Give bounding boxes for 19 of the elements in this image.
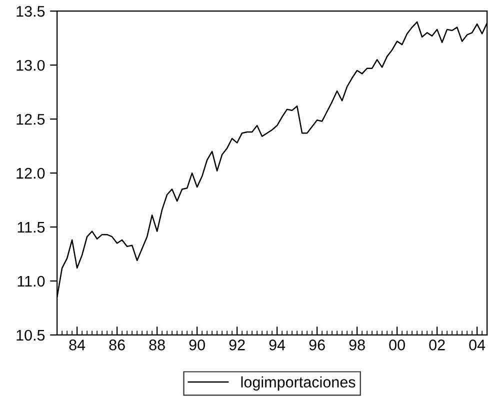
y-tick-label: 11.5 — [18, 222, 45, 233]
x-tick-label: 04 — [469, 340, 486, 350]
x-tick-label: 00 — [389, 340, 405, 350]
x-tick-label: 88 — [149, 340, 165, 350]
x-tick-label: 86 — [109, 340, 125, 350]
y-tick-label: 12.5 — [16, 114, 45, 125]
y-tick-label: 13.0 — [16, 60, 45, 71]
x-tick-label: 84 — [69, 340, 86, 350]
y-tick-label: 11.0 — [18, 276, 45, 287]
x-tick-label: 96 — [309, 340, 325, 350]
x-tick-label: 02 — [429, 340, 445, 350]
x-tick-label: 90 — [189, 340, 205, 350]
x-tick-label: 92 — [229, 340, 245, 350]
x-tick-label: 98 — [349, 340, 365, 350]
legend-label: logimportaciones — [241, 376, 356, 391]
y-tick-label: 12.0 — [16, 168, 45, 179]
y-tick-label: 10.5 — [16, 330, 45, 341]
x-tick-label: 94 — [269, 340, 286, 350]
y-tick-label: 13.5 — [16, 6, 45, 17]
